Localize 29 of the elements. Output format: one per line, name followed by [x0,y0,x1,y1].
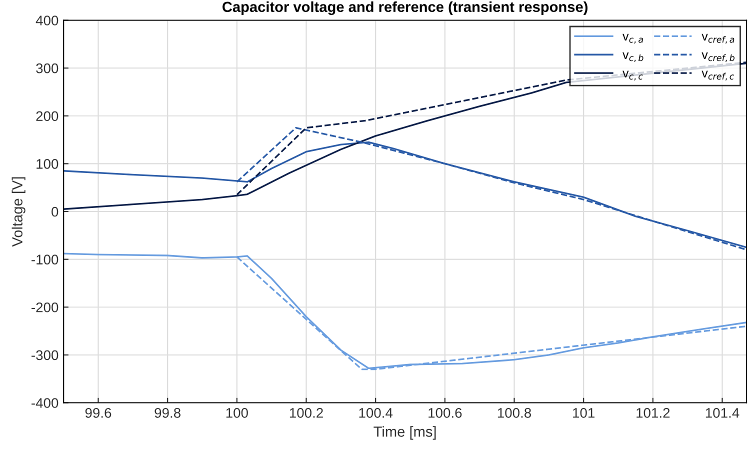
legend-label: v$_{cref,b}$ [702,52,734,62]
x-tick-label: 101 [573,408,594,418]
legend-label: v$_{c,a}$ [622,34,643,44]
x-tick-label: 101.4 [706,408,740,418]
legend-label: v$_{c,c}$ [622,70,643,80]
x-tick-label: 99.6 [85,408,112,418]
legend-label: v$_{c,b}$ [622,52,644,62]
x-tick-label: 100.2 [290,408,323,418]
x-tick-label: 100 [226,408,248,418]
x-tick-label: 100.8 [498,408,532,418]
y-axis-title: Voltage [V] [12,177,26,247]
x-tick-label: 99.8 [154,408,180,418]
legend-label: v$_{cref,a}$ [702,34,734,44]
y-tick-label: -100 [32,254,58,264]
y-tick-label: -400 [32,398,58,408]
y-tick-label: 200 [36,111,58,122]
x-tick-label: 100.6 [428,408,462,418]
chart-title: Capacitor voltage and reference (transient response) [222,1,588,16]
x-axis-title: Time [ms] [374,426,436,440]
x-tick-label: 100.4 [359,408,393,418]
y-tick-label: 0 [52,206,58,217]
line-series [64,252,747,370]
legend-label: v$_{cref,c}$ [702,70,734,80]
y-tick-label: 100 [36,159,58,169]
y-tick-label: 400 [36,16,58,26]
y-tick-label: -200 [32,302,58,312]
y-tick-label: -300 [32,350,58,360]
x-tick-label: 101.2 [636,408,670,418]
y-tick-label: 300 [36,63,58,74]
